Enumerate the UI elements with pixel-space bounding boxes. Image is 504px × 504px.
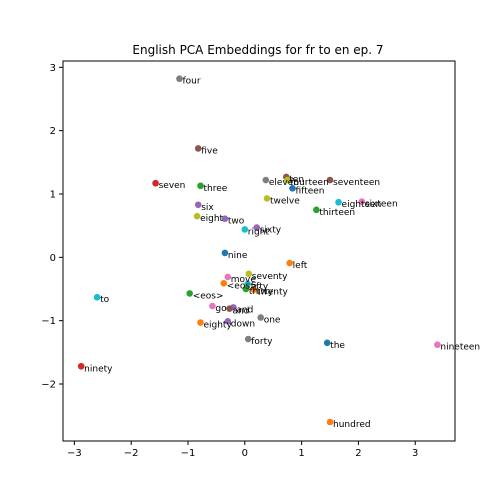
point-label: one [264,316,281,326]
point-label: twelve [270,196,300,206]
point-label: four [182,77,200,87]
point-label: thirteen [319,208,355,218]
point-label: eighty [203,321,232,331]
point-label: ninety [84,364,113,374]
point-label: fifty [251,282,269,292]
data-point [286,259,293,267]
data-point [194,201,202,209]
data-point [226,305,233,312]
data-point [284,176,291,184]
y-tick-label: −2 [41,380,56,391]
y-tick-label: 2 [50,126,56,137]
point-label: left [293,261,308,271]
point-label: go [215,304,227,314]
point-label: three [203,184,227,194]
point-label: down [231,319,255,329]
point-label: to [100,295,110,305]
point-label: nineteen [440,343,480,353]
x-tick-label: 2 [355,448,361,459]
point-label: seventeen [333,178,380,188]
data-point [197,319,204,326]
data-point [186,290,193,297]
x-tick-label: 1 [298,448,304,459]
data-point [434,341,441,349]
data-point [262,176,270,184]
point-label: right [248,227,270,237]
data-point [326,176,334,184]
point-label: eighteen [342,200,382,210]
x-tick-label: −2 [124,448,139,459]
point-label: the [330,341,345,351]
point-label: sixty [260,226,282,236]
data-point [313,206,320,214]
y-tick-label: 0 [50,253,56,264]
y-tick-label: 3 [50,63,56,74]
data-points [77,75,441,426]
data-point [323,339,331,347]
data-point [197,182,204,190]
data-point [244,335,252,343]
data-point [242,285,250,293]
point-label: twenty [257,288,289,298]
point-label: and [236,305,253,315]
data-point [77,362,85,370]
data-point [221,215,229,222]
data-point [263,195,271,202]
data-point [326,418,334,426]
point-label: sixteen [365,200,398,210]
data-point [194,145,202,152]
data-point [245,270,253,278]
data-point [253,224,261,231]
point-label: and [232,307,249,317]
point-label: thirty [249,287,274,297]
axis-ticks: −3 −2 −1 0 1 2 3 −2 −1 0 1 2 3 [41,63,418,459]
x-tick-label: −1 [181,448,196,459]
point-label: <eos> [227,281,258,291]
data-point [250,286,258,293]
point-label: eleven [269,178,299,188]
x-tick-label: 3 [412,448,418,459]
data-point [335,198,342,206]
point-label: seven [159,181,186,191]
data-point [224,273,232,281]
point-label: fourteen [290,178,328,188]
y-tick-label: −1 [41,316,56,327]
data-point [193,212,201,220]
chart-title: English PCA Embeddings for fr to en ep. … [132,43,383,57]
point-label: nine [228,251,248,261]
data-point [241,226,249,233]
point-label: seventy [252,272,288,282]
point-label: eight [200,214,223,224]
point-label: fifteen [296,186,325,196]
point-label: ten [289,175,304,185]
point-label: forty [251,337,273,347]
point-label: five [201,146,218,156]
point-label: six [201,203,214,213]
data-point [257,314,265,321]
data-point [152,179,159,187]
point-label: two [228,217,245,227]
axes-frame [62,60,456,442]
data-point [176,75,183,83]
x-tick-label: −3 [67,448,82,459]
data-point [244,280,251,288]
data-point [224,318,232,325]
data-point [209,302,216,310]
data-point [358,198,366,205]
y-tick-label: 1 [50,190,56,201]
data-point [289,185,296,192]
data-point [93,293,101,301]
point-label: hundred [333,420,371,430]
data-point [220,280,228,287]
point-label: move [231,275,257,285]
data-point [221,249,229,257]
x-tick-label: 0 [242,448,248,459]
point-label: <eos> [193,291,224,301]
